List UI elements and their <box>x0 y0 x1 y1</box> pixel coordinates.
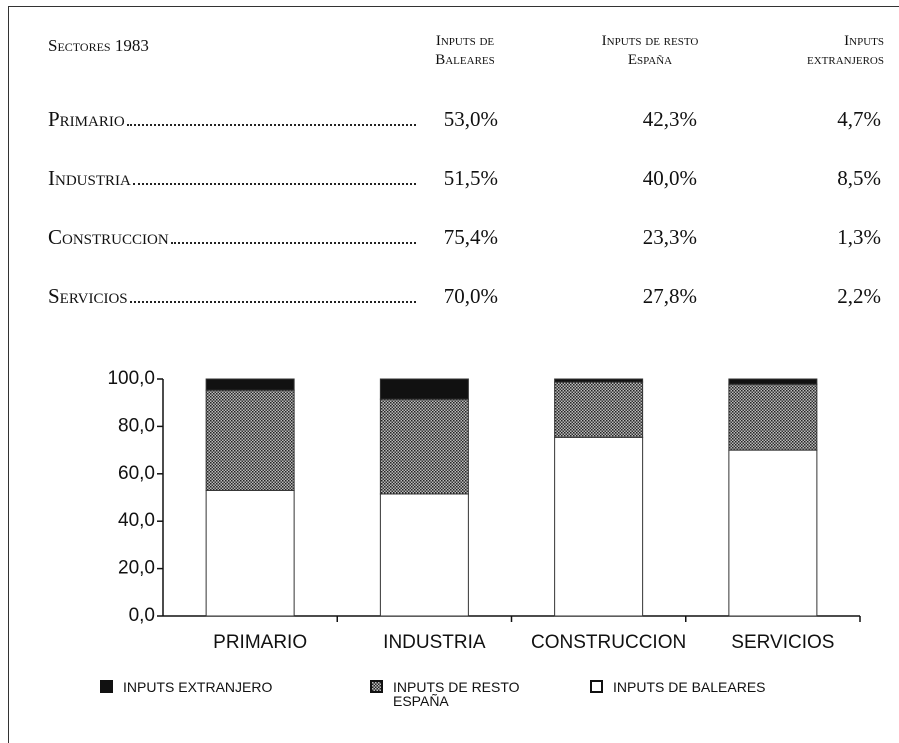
cell-value: 75,4% <box>443 225 498 249</box>
legend-label: INPUTS EXTRANJERO <box>123 679 273 695</box>
legend-item: INPUTS EXTRANJERO <box>100 680 272 694</box>
y-tick-label: 80,0 <box>118 415 155 436</box>
bar-segment <box>728 449 818 617</box>
header: Sectores 1983 <box>48 36 149 55</box>
cell-value: 27,8% <box>642 284 697 308</box>
cell-value: 4,7% <box>837 107 881 131</box>
header: Inputs de Baleares <box>435 33 495 68</box>
cell-value: 1,3% <box>837 225 881 249</box>
cell-value: 2,2% <box>837 284 881 308</box>
bar-segment <box>379 398 469 495</box>
header: Inputs extranjeros <box>806 33 884 68</box>
legend-item: INPUTS DE RESTO ESPAÑA <box>370 680 520 708</box>
bar-segment <box>205 489 295 617</box>
header: Inputs de resto España <box>601 33 699 68</box>
cell-value: 42,3% <box>642 107 697 131</box>
x-tick-label: CONSTRUCCION <box>531 632 686 653</box>
legend-swatch <box>370 680 383 693</box>
bar-segment <box>379 378 469 400</box>
cell-value: 40,0% <box>642 166 697 190</box>
y-tick-label: 0,0 <box>129 605 155 626</box>
y-tick-label: 100,0 <box>107 368 155 389</box>
cell-value: 23,3% <box>642 225 697 249</box>
bar-segment <box>554 436 644 617</box>
bar-segment <box>728 378 818 385</box>
x-tick-label: PRIMARIO <box>213 632 307 653</box>
cell-value: 53,0% <box>443 107 498 131</box>
x-tick-label: SERVICIOS <box>731 632 834 653</box>
page <box>8 6 899 743</box>
row-label: Primario <box>48 107 418 132</box>
bar-segment <box>728 383 818 451</box>
legend-swatch <box>590 680 603 693</box>
cell-value: 51,5% <box>443 166 498 190</box>
bar-segment <box>205 389 295 491</box>
legend-item: INPUTS DE BALEARES <box>590 680 766 694</box>
legend-label: INPUTS DE BALEARES <box>613 679 766 695</box>
y-tick-label: 60,0 <box>118 463 155 484</box>
bar-segment <box>554 381 644 438</box>
row-label: Servicios <box>48 284 418 309</box>
bar-segment <box>554 378 644 383</box>
bar-segment <box>205 378 295 391</box>
y-tick-label: 20,0 <box>118 558 155 579</box>
x-tick-label: INDUSTRIA <box>383 632 486 653</box>
row-label: Construccion <box>48 225 418 250</box>
legend-swatch <box>100 680 113 693</box>
legend-label: INPUTS DE RESTO ESPAÑA <box>393 679 520 709</box>
cell-value: 70,0% <box>443 284 498 308</box>
bar-segment <box>379 493 469 617</box>
y-tick-label: 40,0 <box>118 510 155 531</box>
cell-value: 8,5% <box>837 166 881 190</box>
row-label: Industria <box>48 166 418 191</box>
